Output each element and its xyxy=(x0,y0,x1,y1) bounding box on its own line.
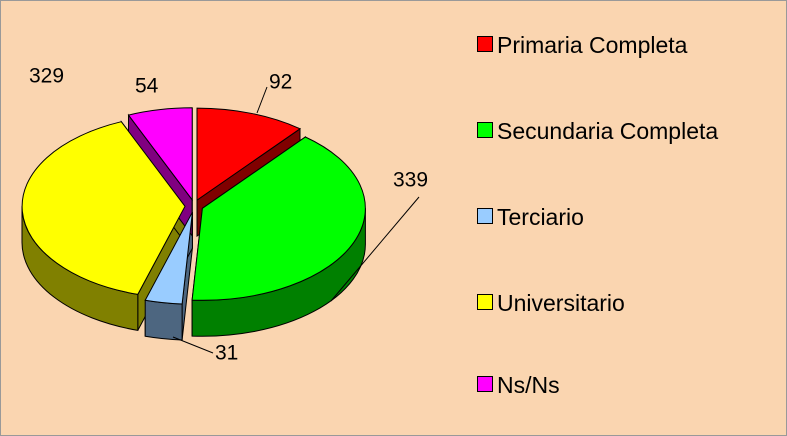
slice xyxy=(127,107,193,202)
legend-item: Ns/Ns xyxy=(477,371,747,399)
legend-label: Secundaria Completa xyxy=(497,118,719,144)
legend-label: Terciario xyxy=(497,204,584,230)
slice xyxy=(144,211,193,305)
data-label: 54 xyxy=(135,75,159,98)
leader-line xyxy=(256,86,268,114)
legend-swatch xyxy=(477,208,493,224)
legend-label: Primaria Completa xyxy=(497,32,688,58)
legend-label: Ns/Ns xyxy=(497,372,560,398)
legend-swatch xyxy=(477,122,493,138)
data-label: 92 xyxy=(269,71,292,94)
leader-line xyxy=(330,196,420,302)
legend-swatch xyxy=(477,36,493,52)
legend-item: Terciario xyxy=(477,203,747,231)
data-label: 329 xyxy=(29,65,64,88)
slice xyxy=(21,121,186,295)
slice xyxy=(196,107,302,202)
slice-wall xyxy=(144,299,183,341)
legend-label: Universitario xyxy=(497,290,625,316)
legend-item: Universitario xyxy=(477,289,747,317)
legend-swatch xyxy=(477,376,493,392)
slice xyxy=(191,136,366,301)
leader-line xyxy=(172,336,214,354)
data-label: 339 xyxy=(393,169,428,192)
data-label: 31 xyxy=(215,342,238,365)
legend-item: Primaria Completa xyxy=(477,31,747,59)
pie-area: 92 339 31 329 54 xyxy=(21,65,428,365)
legend-swatch xyxy=(477,294,493,310)
legend-item: Secundaria Completa xyxy=(477,117,747,145)
